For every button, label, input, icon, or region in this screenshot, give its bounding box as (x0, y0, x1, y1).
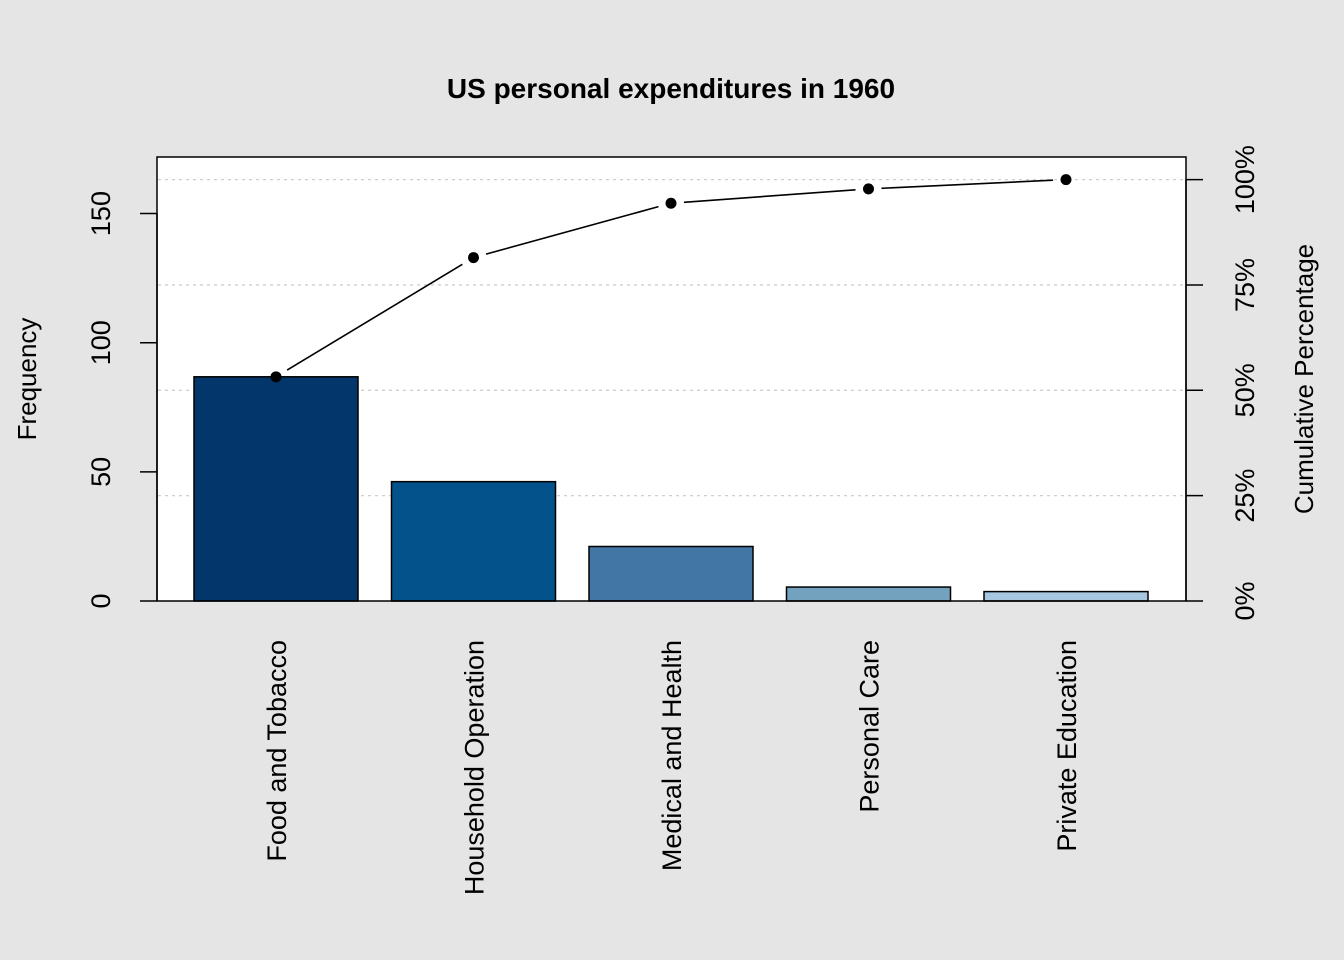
y-axis-label-right: Cumulative Percentage (1289, 244, 1319, 514)
cumulative-segment (881, 179, 1054, 190)
right-tick-label: 50% (1230, 363, 1260, 417)
cumulative-segment (286, 263, 463, 371)
right-tick-label: 75% (1230, 258, 1260, 312)
right-tick-label: 25% (1230, 469, 1260, 523)
category-label: Household Operation (460, 640, 490, 895)
bar (588, 545, 754, 602)
category-label: Food and Tobacco (262, 640, 292, 862)
right-axis: 0% 25% 50% 75% 100% (1185, 145, 1260, 621)
bar (390, 480, 557, 602)
bars (193, 376, 1149, 602)
category-label: Private Education (1052, 640, 1082, 852)
cumulative-segment (683, 189, 856, 204)
cumulative-point (270, 371, 282, 383)
cumulative-line (270, 174, 1072, 383)
right-tick-label: 0% (1230, 581, 1260, 620)
category-label: Personal Care (855, 640, 885, 813)
left-tick-label: 0 (86, 593, 116, 608)
category-label: Medical and Health (657, 640, 687, 871)
right-tick-label: 100% (1230, 145, 1260, 214)
cumulative-point (863, 183, 874, 195)
left-tick-label: 100 (86, 320, 116, 365)
category-labels: Food and Tobacco Household Operation Medic… (262, 640, 1082, 895)
cumulative-segment (485, 205, 659, 255)
cumulative-point (468, 252, 479, 264)
bar (785, 586, 952, 602)
y-axis-label: Frequency (12, 318, 42, 441)
left-axis: 0 50 100 150 (86, 191, 158, 609)
left-tick-label: 150 (86, 191, 116, 236)
chart-title: US personal expenditures in 1960 (447, 73, 895, 104)
bar (193, 376, 359, 602)
left-tick-label: 50 (86, 457, 116, 487)
cumulative-point (1060, 174, 1072, 186)
cumulative-point (665, 197, 677, 209)
grid-lines (158, 178, 1185, 497)
bar (983, 590, 1149, 602)
